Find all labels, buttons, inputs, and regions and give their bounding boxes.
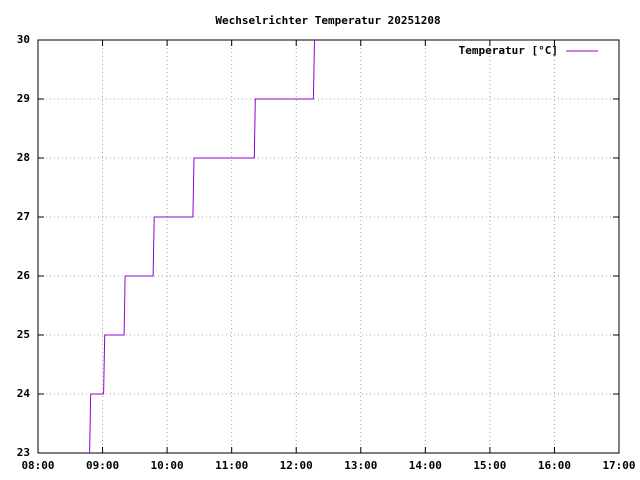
x-tick-label: 15:00 [473, 459, 506, 472]
y-tick-label: 30 [17, 33, 30, 46]
legend-label: Temperatur [°C] [459, 44, 558, 57]
y-tick-label: 25 [17, 328, 30, 341]
x-tick-label: 16:00 [538, 459, 571, 472]
chart-title: Wechselrichter Temperatur 20251208 [215, 14, 440, 27]
plot-border [37, 39, 620, 454]
data-line [89, 39, 315, 454]
y-tick-label: 26 [17, 269, 31, 282]
x-tick-label: 12:00 [280, 459, 313, 472]
x-tick-label: 11:00 [215, 459, 248, 472]
y-tick-label: 24 [17, 387, 31, 400]
y-tick-label: 27 [17, 210, 30, 223]
y-tick-label: 23 [17, 446, 30, 459]
x-tick-label: 09:00 [86, 459, 119, 472]
x-tick-label: 10:00 [151, 459, 184, 472]
x-tick-label: 17:00 [602, 459, 635, 472]
x-tick-label: 14:00 [409, 459, 442, 472]
x-tick-label: 13:00 [344, 459, 377, 472]
x-tick-label: 08:00 [21, 459, 54, 472]
y-tick-label: 28 [17, 151, 30, 164]
y-tick-label: 29 [17, 92, 30, 105]
